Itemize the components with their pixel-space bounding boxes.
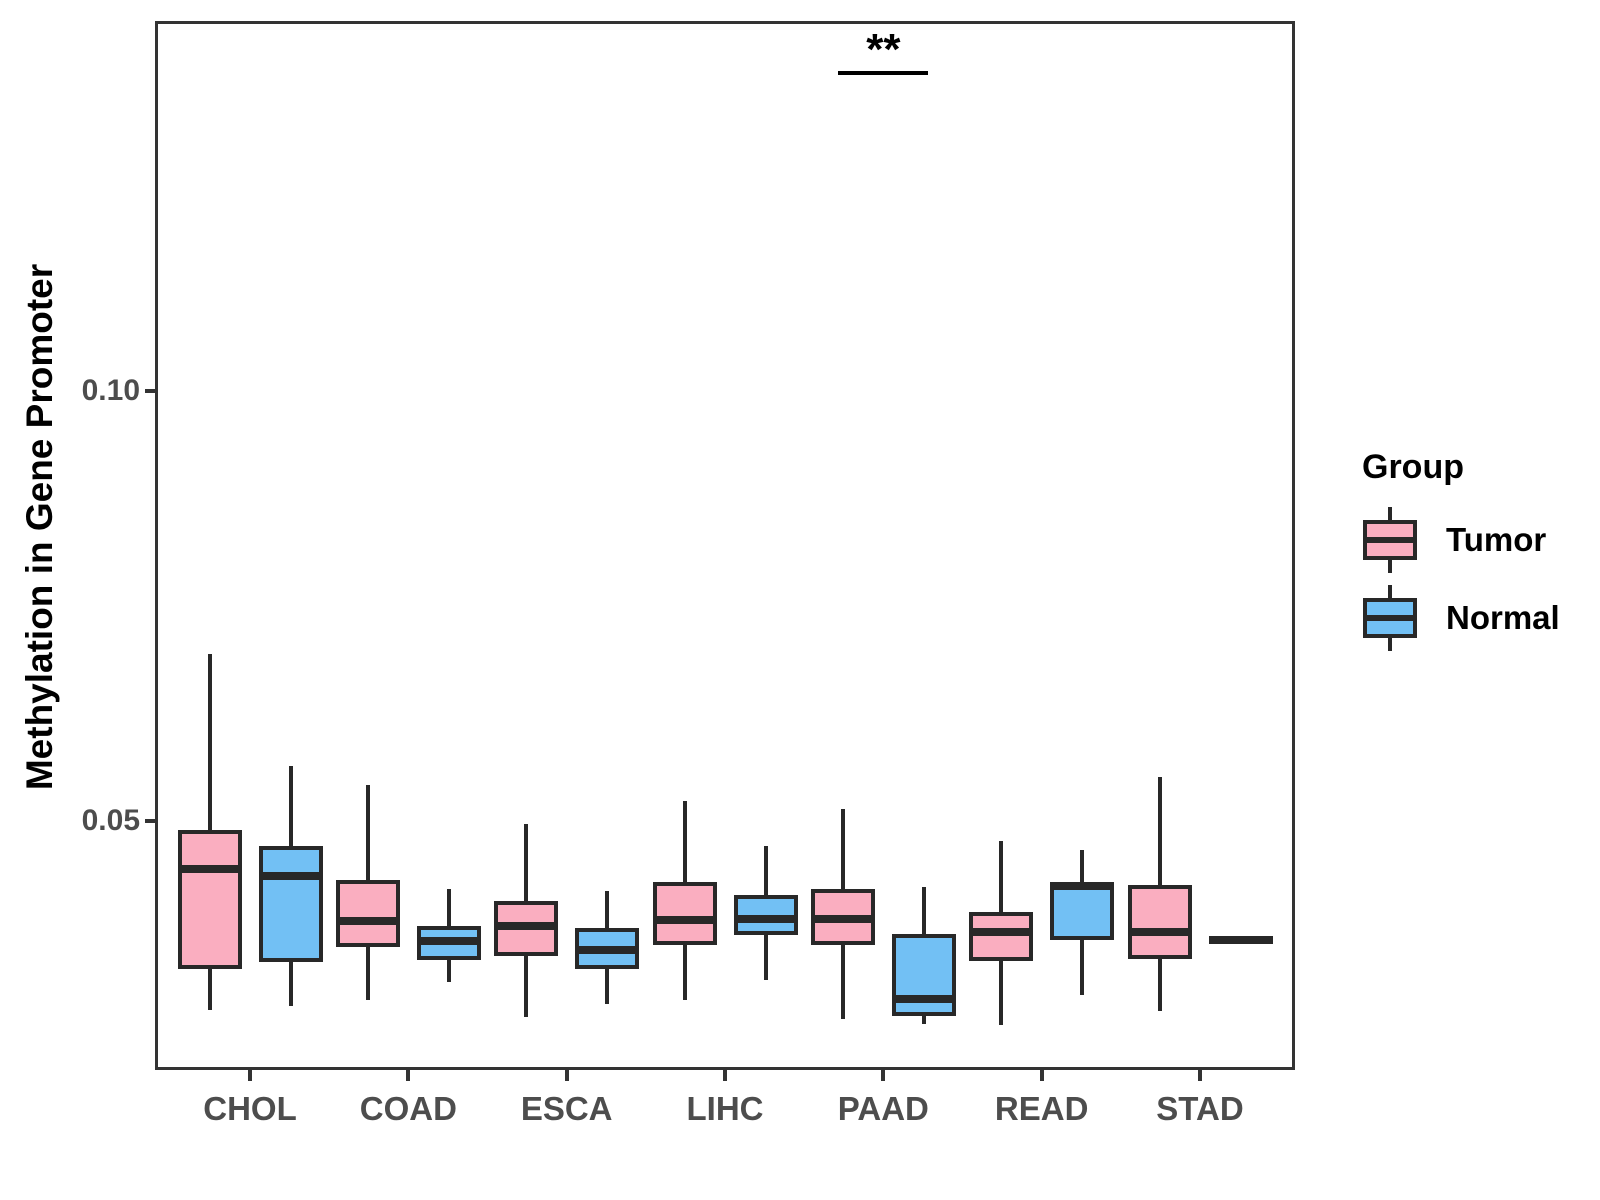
normal-box-paad-median [891,995,956,1004]
upper-whisker [524,824,529,901]
significance-bar [838,71,929,75]
upper-whisker [1157,776,1162,886]
upper-whisker [682,800,687,882]
legend-label-tumor: Tumor [1446,521,1547,558]
tumor-box-chol-median [177,864,242,873]
upper-whisker [1080,849,1085,885]
tumor-box-esca-median [494,921,559,930]
x-tick-mark [723,1070,727,1081]
lower-whisker [365,947,370,1001]
lower-whisker [763,935,768,980]
lower-whisker [682,945,687,1001]
normal-box-coad-median [416,937,481,946]
tumor-box-read-median [969,928,1034,937]
legend-key-median [1363,537,1417,543]
x-tick-label: COAD [359,1090,457,1127]
lower-whisker [446,959,451,983]
normal-box-lihc-median [733,914,798,923]
upper-whisker [288,766,293,846]
x-tick-mark [881,1070,886,1081]
upper-whisker [921,886,926,935]
tumor-box-chol [177,830,242,970]
tumor-box-coad [335,879,400,948]
x-tick-label: LIHC [686,1090,764,1127]
normal-box-chol-median [258,871,323,880]
y-tick-label: 0.05 [81,803,140,837]
x-tick-mark [1039,1070,1044,1081]
lower-whisker [1157,959,1162,1011]
tumor-box-stad [1127,885,1192,960]
x-tick-label: CHOL [203,1090,297,1127]
upper-whisker [763,846,768,896]
tumor-box-coad-median [335,917,400,926]
lower-whisker [207,969,212,1010]
normal-box-paad [891,934,956,1016]
x-tick-label: PAAD [837,1090,929,1127]
tumor-box-paad-median [810,914,875,923]
legend-key-upper-whisker [1388,585,1392,599]
legend-key-lower-whisker [1388,637,1392,651]
tumor-box-lihc [652,881,717,946]
x-tick-label: ESCA [520,1090,613,1127]
legend-entry-normal: Normal [1362,585,1560,651]
y-axis-title: Methylation in Gene Promoter [19,263,60,791]
normal-box-stad-median [1208,936,1273,945]
lower-whisker [840,945,845,1020]
legend-key-lower-whisker [1388,559,1392,573]
tumor-box-lihc-median [652,915,717,924]
upper-whisker [605,891,610,929]
legend-title: Group [1362,448,1464,486]
tumor-box-stad-median [1127,928,1192,937]
upper-whisker [999,841,1004,912]
x-tick-label: STAD [1156,1090,1244,1127]
x-tick-mark [406,1070,411,1081]
upper-whisker [207,653,212,831]
normal-box-read [1050,884,1115,941]
x-tick-mark [564,1070,569,1081]
legend-key-upper-whisker [1388,507,1392,521]
lower-whisker [605,968,610,1004]
y-tick-mark [145,388,155,393]
x-tick-mark [1198,1070,1202,1081]
legend-entries: Tumor Normal [1362,507,1560,651]
legend-key-median [1363,615,1417,621]
legend-key-normal-boxplot-icon [1362,585,1418,651]
lower-whisker [999,960,1004,1026]
legend-entry-tumor: Tumor [1362,507,1560,573]
x-tick-mark [248,1070,252,1081]
lower-whisker [524,955,529,1017]
legend-label-normal: Normal [1446,599,1560,636]
legend-key-tumor-boxplot-icon [1362,507,1418,573]
plot-panel [155,21,1295,1070]
lower-whisker [921,1015,926,1024]
normal-box-chol [258,845,323,962]
significance-stars: ** [866,25,901,74]
normal-box-read-median [1050,881,1115,890]
normal-box-esca-median [575,946,640,955]
y-tick-label: 0.10 [81,373,140,407]
legend: Group Tumor Normal [1362,448,1560,663]
lower-whisker [288,961,293,1007]
upper-whisker [365,784,370,880]
lower-whisker [1080,940,1085,996]
upper-whisker [446,888,451,927]
y-tick-mark [145,818,155,823]
x-tick-label: READ [994,1090,1089,1127]
upper-whisker [840,809,845,890]
